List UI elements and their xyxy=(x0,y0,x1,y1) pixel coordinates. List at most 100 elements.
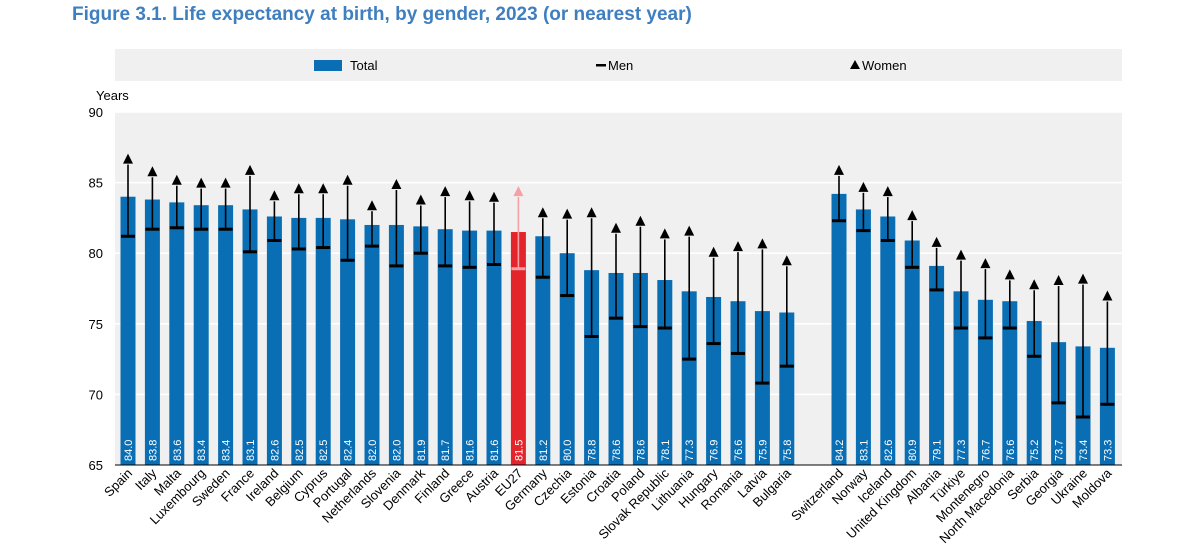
bar-value-label: 84.0 xyxy=(123,440,135,461)
bar-value-label: 76.6 xyxy=(1005,440,1017,461)
women-marker xyxy=(907,210,918,221)
bar-total xyxy=(632,272,648,465)
bar-value-label: 82.6 xyxy=(883,440,895,461)
bar-value-label: 82.0 xyxy=(367,440,379,461)
bar-value-label: 79.1 xyxy=(932,440,944,461)
bar-value-label: 77.3 xyxy=(684,440,696,461)
bar-value-label: 83.6 xyxy=(172,440,184,461)
men-marker xyxy=(365,244,379,248)
y-tick-label: 75 xyxy=(89,317,103,332)
women-marker xyxy=(318,183,329,194)
men-marker xyxy=(1100,402,1115,406)
bar-value-label: 76.7 xyxy=(980,440,992,461)
bar-value-label: 76.6 xyxy=(733,440,745,461)
legend-total-label: Total xyxy=(350,58,378,73)
bar-total xyxy=(904,240,920,465)
bar-total xyxy=(608,272,624,465)
bar-total xyxy=(364,224,380,465)
men-marker xyxy=(462,265,477,269)
men-marker xyxy=(169,226,184,230)
women-marker xyxy=(858,181,869,192)
legend-women-label: Women xyxy=(862,58,907,73)
bar-total xyxy=(510,232,526,465)
bar-total xyxy=(144,199,160,465)
bar-value-label: 84.2 xyxy=(834,440,846,461)
men-marker xyxy=(954,326,968,330)
women-marker xyxy=(1078,273,1088,284)
women-marker xyxy=(147,166,158,177)
women-marker xyxy=(171,174,182,185)
men-marker xyxy=(633,325,648,329)
men-marker xyxy=(929,288,944,292)
bar-total xyxy=(855,209,871,465)
y-tick-label: 70 xyxy=(89,387,103,402)
women-marker xyxy=(293,183,304,194)
legend-total-swatch xyxy=(314,60,342,71)
bar-value-label: 83.8 xyxy=(147,440,159,461)
women-marker xyxy=(415,194,426,205)
men-marker xyxy=(316,246,331,250)
men-marker xyxy=(145,227,160,231)
bar-value-label: 73.4 xyxy=(1078,440,1090,461)
bar-total xyxy=(754,311,770,465)
men-marker xyxy=(609,316,623,320)
bar-value-label: 83.4 xyxy=(221,440,233,461)
women-marker xyxy=(931,236,942,247)
bar-total xyxy=(929,265,945,465)
men-marker xyxy=(1076,415,1090,419)
bar-value-label: 81.6 xyxy=(465,440,477,461)
legend-men-label: Men xyxy=(608,58,633,73)
legend-women-marker xyxy=(850,60,860,69)
bar-value-label: 81.7 xyxy=(440,440,452,461)
men-marker xyxy=(978,336,993,340)
bar-total xyxy=(486,230,502,465)
bar-value-label: 78.1 xyxy=(660,440,672,461)
bar-value-label: 81.6 xyxy=(489,440,501,461)
men-marker xyxy=(389,264,404,268)
men-marker xyxy=(218,227,233,231)
bar-total xyxy=(266,216,282,465)
women-marker xyxy=(1029,279,1040,290)
men-marker xyxy=(731,351,745,355)
bar-value-label: 81.2 xyxy=(538,440,550,461)
bar-total xyxy=(462,230,478,465)
men-marker xyxy=(413,251,428,255)
men-marker xyxy=(121,234,135,238)
bar-total xyxy=(1099,347,1115,465)
women-marker xyxy=(708,246,719,257)
women-marker xyxy=(245,164,255,175)
men-marker xyxy=(755,381,770,385)
women-marker xyxy=(635,215,646,226)
bar-value-label: 81.9 xyxy=(416,440,428,461)
bar-total xyxy=(681,291,697,465)
y-tick-label: 65 xyxy=(89,458,103,473)
bar-total xyxy=(880,216,896,465)
bar-value-label: 83.4 xyxy=(196,440,208,461)
bar-value-label: 77.3 xyxy=(956,440,968,461)
legend-band xyxy=(115,49,1122,81)
men-marker xyxy=(535,275,550,279)
men-marker xyxy=(511,267,526,271)
men-marker xyxy=(657,326,672,330)
men-marker xyxy=(880,238,895,242)
bar-total xyxy=(1002,301,1018,465)
women-marker xyxy=(342,174,353,185)
bar-value-label: 75.2 xyxy=(1029,440,1041,461)
women-marker xyxy=(196,177,207,188)
bar-value-label: 82.5 xyxy=(294,440,306,461)
women-marker xyxy=(586,207,597,218)
women-marker xyxy=(684,225,695,236)
men-marker xyxy=(779,364,794,368)
women-marker xyxy=(1102,290,1113,301)
y-tick-label: 80 xyxy=(89,246,103,261)
women-marker xyxy=(562,208,573,219)
bar-total xyxy=(779,312,795,465)
women-marker xyxy=(956,249,966,260)
women-marker xyxy=(537,207,548,218)
bar-value-label: 80.9 xyxy=(907,440,919,461)
figure-title: Figure 3.1. Life expectancy at birth, by… xyxy=(72,4,692,25)
women-marker xyxy=(513,186,524,197)
bar-value-label: 78.6 xyxy=(635,440,647,461)
women-marker xyxy=(757,238,768,249)
